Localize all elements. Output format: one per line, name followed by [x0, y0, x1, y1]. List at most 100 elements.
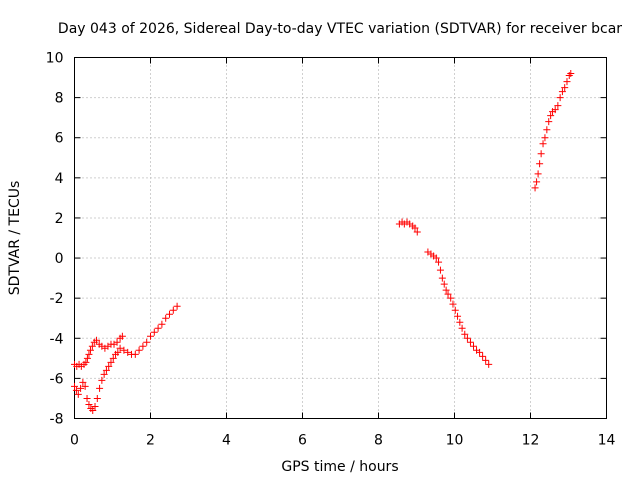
data-point [554, 102, 562, 110]
data-point [107, 358, 115, 366]
data-point [411, 224, 419, 232]
data-point [162, 314, 170, 322]
data-point [116, 344, 124, 352]
data-point [158, 320, 166, 328]
data-point [113, 338, 121, 346]
data-point [534, 170, 542, 178]
data-point [463, 334, 471, 342]
y-tick-label: 0 [55, 251, 64, 267]
data-point [413, 228, 421, 236]
data-point [74, 390, 82, 398]
data-points [71, 70, 575, 414]
data-point [102, 366, 110, 374]
data-point [444, 290, 452, 298]
data-point [461, 330, 469, 338]
y-axis-label: SDTVAR / TECUs [7, 181, 23, 296]
y-tick-label: 2 [55, 211, 64, 227]
data-point [545, 118, 553, 126]
data-point [114, 348, 122, 356]
data-point [93, 336, 101, 344]
x-tick-label: 0 [70, 433, 79, 449]
data-point [456, 318, 464, 326]
data-point [82, 358, 90, 366]
data-point [567, 70, 575, 78]
data-point [154, 324, 162, 332]
data-point [476, 348, 484, 356]
data-point [458, 324, 466, 332]
data-point [83, 354, 91, 362]
data-point [100, 370, 108, 378]
data-point [88, 342, 96, 350]
grid [74, 57, 607, 419]
data-point [551, 106, 559, 114]
data-point [91, 402, 99, 410]
data-point [105, 362, 113, 370]
data-point [79, 378, 87, 386]
x-axis: 0 2 4 6 8 10 12 14 [70, 57, 616, 449]
data-point [135, 346, 143, 354]
data-point [547, 112, 555, 120]
data-point [541, 134, 549, 142]
data-point [169, 306, 177, 314]
x-tick-label: 8 [374, 433, 383, 449]
data-point [563, 78, 571, 86]
data-point [86, 346, 94, 354]
data-point [451, 306, 459, 314]
y-tick-label: 10 [46, 51, 64, 67]
chart-title: Day 043 of 2026, Sidereal Day-to-day VTE… [58, 21, 622, 37]
data-point [96, 384, 104, 392]
data-point [533, 178, 541, 186]
data-point [436, 266, 444, 274]
data-point [85, 350, 93, 358]
x-tick-label: 4 [222, 433, 231, 449]
data-point [485, 360, 493, 368]
data-point [479, 352, 487, 360]
y-tick-label: -2 [50, 291, 64, 307]
x-tick-label: 2 [146, 433, 155, 449]
data-point [143, 338, 151, 346]
data-point [71, 382, 78, 390]
data-point [93, 394, 101, 402]
x-tick-label: 12 [522, 433, 540, 449]
data-point [531, 184, 539, 192]
x-tick-label: 6 [298, 433, 307, 449]
data-point [536, 160, 544, 168]
data-point [147, 332, 154, 340]
data-point [561, 84, 569, 92]
data-point [482, 356, 490, 364]
data-point [432, 254, 440, 262]
data-point [139, 342, 147, 350]
plot-area [74, 57, 607, 419]
data-point [556, 94, 564, 102]
data-point [72, 386, 80, 394]
data-point [81, 382, 89, 390]
data-point [85, 400, 93, 408]
x-axis-label: GPS time / hours [281, 459, 398, 475]
data-point [470, 342, 477, 350]
data-point [438, 274, 446, 282]
data-point [131, 350, 139, 358]
data-point [83, 394, 91, 402]
x-tick-label: 14 [598, 433, 616, 449]
y-tick-label: -8 [50, 412, 64, 428]
y-tick-label: -4 [50, 331, 64, 347]
data-point [537, 150, 545, 158]
data-point [543, 126, 551, 134]
data-point [440, 280, 448, 288]
data-point [449, 300, 457, 308]
y-tick-label: 6 [55, 131, 64, 147]
data-point [442, 286, 450, 294]
y-axis: -8 -6 -4 -2 0 2 4 6 8 10 [46, 51, 607, 428]
y-tick-label: 4 [55, 171, 64, 187]
data-point [539, 140, 547, 148]
y-tick-label: 8 [55, 91, 64, 107]
data-point [447, 294, 455, 302]
data-point [118, 332, 126, 340]
data-point [77, 384, 85, 392]
data-point [173, 302, 181, 310]
x-tick-label: 10 [446, 433, 464, 449]
data-point [124, 348, 132, 356]
data-point [454, 312, 462, 320]
data-point [109, 354, 117, 362]
